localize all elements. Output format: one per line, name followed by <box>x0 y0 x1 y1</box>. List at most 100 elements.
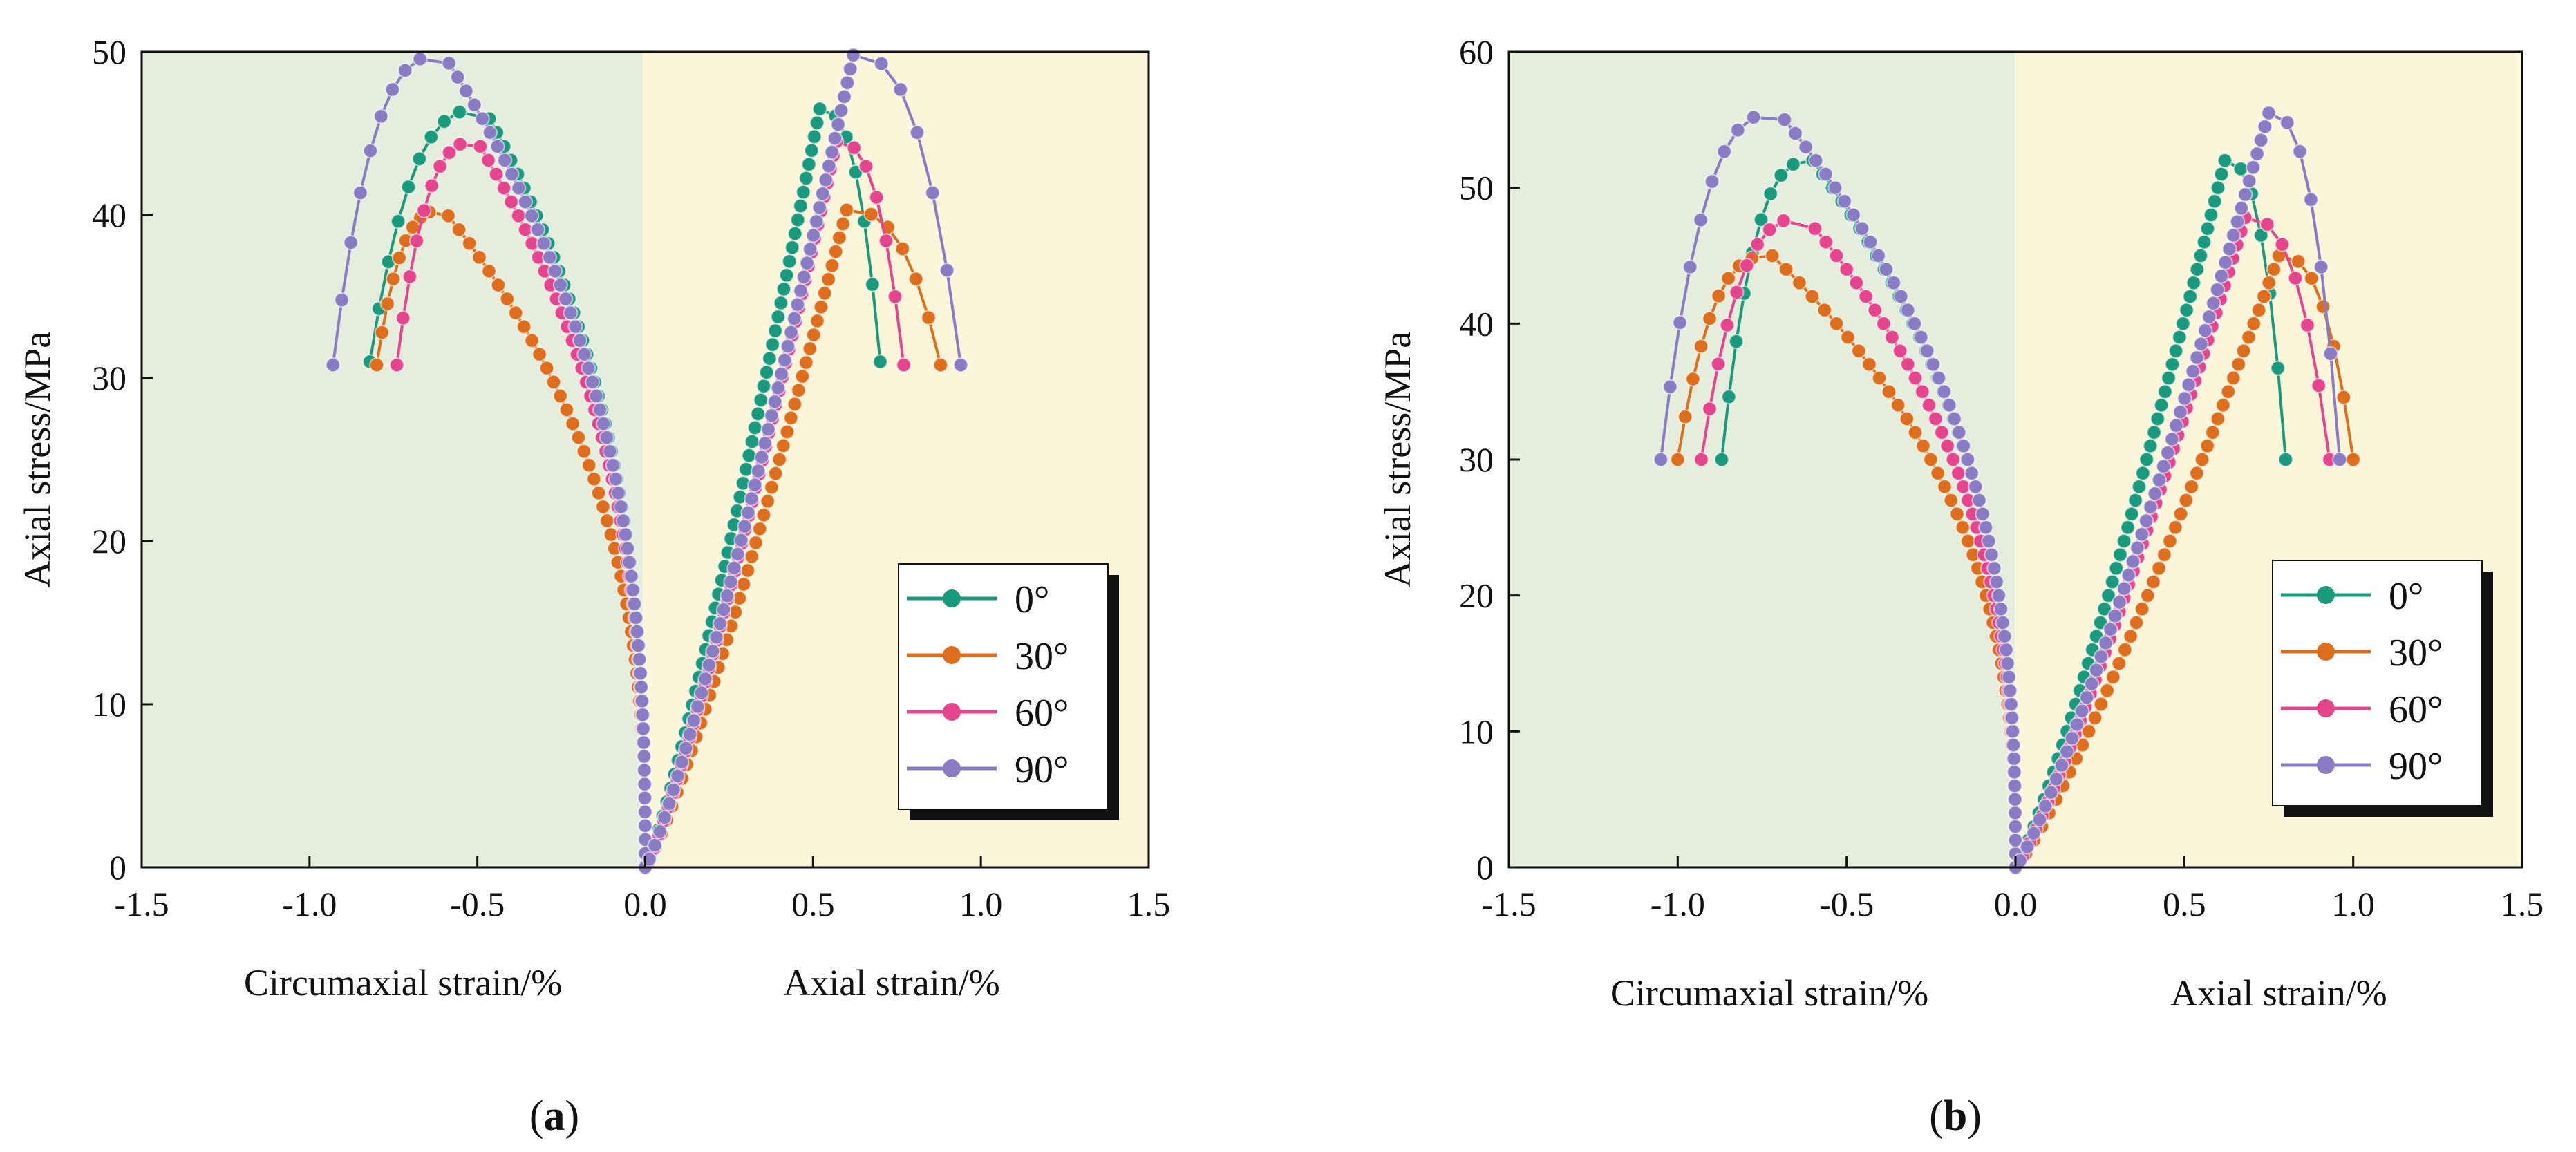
data-point <box>630 638 646 653</box>
data-point <box>2138 513 2154 529</box>
data-point <box>2006 750 2022 766</box>
data-point <box>2249 146 2265 162</box>
data-point <box>802 241 818 257</box>
data-point <box>1685 371 1701 387</box>
data-point <box>737 518 753 534</box>
data-point <box>1739 258 1755 274</box>
data-point <box>1950 465 1966 481</box>
data-point <box>2168 520 2183 536</box>
x-tick-labels: -1.5 -1.0 -0.5 0.0 0.5 1.0 1.5 <box>114 885 1170 923</box>
data-point <box>869 189 885 205</box>
data-point <box>1792 275 1807 291</box>
data-point <box>705 643 721 659</box>
data-point <box>1839 261 1854 277</box>
data-point <box>2206 295 2221 311</box>
data-point <box>740 563 755 578</box>
data-point <box>1840 330 1856 345</box>
data-point <box>921 310 937 325</box>
legend-label: 60° <box>2389 688 2443 731</box>
data-point <box>1720 270 1736 286</box>
data-point <box>790 212 806 228</box>
data-point <box>471 249 487 265</box>
data-point <box>389 357 405 373</box>
data-point <box>780 339 796 354</box>
data-point <box>2059 744 2075 759</box>
data-point <box>1746 109 1762 125</box>
data-point <box>2140 587 2156 603</box>
data-point <box>2181 377 2197 393</box>
data-point <box>467 97 482 113</box>
data-point <box>2241 173 2257 189</box>
data-point <box>770 380 786 396</box>
data-point <box>831 230 847 245</box>
data-point <box>480 152 496 168</box>
legend-item: 30° <box>907 635 1069 678</box>
data-point <box>408 233 424 249</box>
data-point <box>760 493 775 509</box>
data-point <box>1908 370 1923 386</box>
data-point <box>2173 506 2189 522</box>
data-point <box>836 88 852 104</box>
data-point <box>424 178 440 193</box>
data-point <box>2105 669 2121 685</box>
data-point <box>423 129 439 145</box>
data-point <box>2100 587 2116 603</box>
data-point <box>759 364 775 380</box>
data-point <box>2304 270 2320 286</box>
x-tick-label: 1.5 <box>2501 885 2544 923</box>
data-point <box>596 416 611 432</box>
y-tick-label: 0 <box>1476 848 1494 887</box>
data-point <box>565 416 581 432</box>
y-tick-label: 60 <box>1459 32 1494 71</box>
data-point <box>1949 506 1965 522</box>
data-point <box>787 396 802 412</box>
data-point <box>834 103 849 118</box>
data-point <box>1872 370 1887 386</box>
data-point <box>2002 683 2018 699</box>
data-point <box>741 448 757 464</box>
data-point <box>497 152 513 168</box>
data-point <box>2151 560 2167 576</box>
data-point <box>1892 343 1908 359</box>
data-point <box>764 337 780 352</box>
data-point <box>2105 574 2121 589</box>
data-point <box>1923 452 1939 467</box>
data-point <box>2221 241 2237 257</box>
data-point <box>547 263 563 279</box>
data-point <box>621 554 637 570</box>
data-point <box>2230 214 2246 229</box>
data-point <box>2053 757 2069 773</box>
data-point <box>633 679 649 695</box>
data-point <box>925 185 941 200</box>
data-point <box>1930 465 1946 481</box>
data-point <box>2006 778 2022 793</box>
legend-item: 0° <box>907 578 1049 621</box>
data-point <box>2007 791 2023 807</box>
data-point <box>1807 220 1823 236</box>
data-point <box>2201 309 2217 325</box>
data-point <box>1968 479 1984 495</box>
data-point <box>716 602 731 618</box>
data-point <box>1858 289 1874 304</box>
data-point <box>1785 156 1801 172</box>
data-point <box>2134 601 2150 617</box>
data-point <box>1729 285 1745 300</box>
data-point <box>2138 452 2154 467</box>
data-point <box>783 324 799 340</box>
data-point <box>2121 567 2136 583</box>
y-tick-label: 30 <box>1459 440 1494 479</box>
chart-panel-a: -1.5 -1.0 -0.5 0.0 0.5 1.0 1.5 0 10 20 30 40 50 Axi… <box>17 32 1170 1140</box>
data-point <box>801 156 817 172</box>
data-point <box>2004 710 2020 726</box>
data-point <box>2199 438 2215 454</box>
data-point <box>1890 397 1906 413</box>
axis-ticks <box>140 50 1150 869</box>
data-point <box>735 576 751 592</box>
y-tick-label: 20 <box>92 522 126 560</box>
series-layer <box>1653 105 2361 875</box>
data-point <box>1818 234 1834 250</box>
data-point <box>787 310 802 326</box>
data-point <box>809 214 825 229</box>
data-point <box>783 410 799 426</box>
data-point <box>2189 465 2205 481</box>
